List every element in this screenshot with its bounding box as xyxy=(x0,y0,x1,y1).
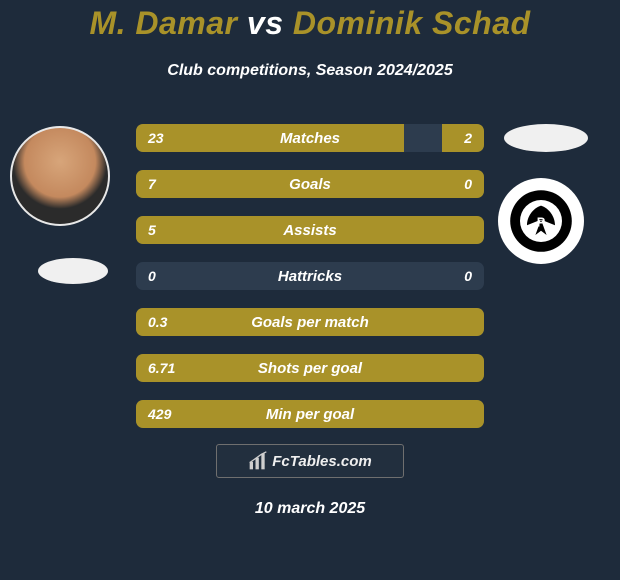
stat-bars: 232Matches70Goals5Assists00Hattricks0.3G… xyxy=(136,124,484,446)
stat-row: 0 0Hattricks xyxy=(136,262,484,290)
stat-bar-left-fill xyxy=(136,308,484,336)
stat-value-right: 0 xyxy=(464,262,472,290)
title-player2: Dominik Schad xyxy=(293,5,531,41)
watermark-text: FcTables.com xyxy=(272,453,371,470)
stat-value-left: 5 xyxy=(148,216,156,244)
stat-row: 6.71Shots per goal xyxy=(136,354,484,382)
title-player1: M. Damar xyxy=(89,5,237,41)
stat-bar-left-fill xyxy=(136,354,484,382)
stat-value-left: 0 xyxy=(148,262,156,290)
title-vs: vs xyxy=(247,5,284,41)
stat-value-right: 0 xyxy=(464,170,472,198)
stat-bar-left-fill xyxy=(136,124,404,152)
player2-flag xyxy=(504,124,588,152)
watermark: FcTables.com xyxy=(216,444,404,478)
stat-value-left: 7 xyxy=(148,170,156,198)
stat-value-left: 23 xyxy=(148,124,164,152)
stat-bar-left-fill xyxy=(136,170,484,198)
stat-row: 232Matches xyxy=(136,124,484,152)
stat-label: Hattricks xyxy=(136,262,484,290)
eagle-crest-icon: P xyxy=(506,186,576,256)
player2-club-logo: P xyxy=(498,178,584,264)
stat-value-left: 0.3 xyxy=(148,308,167,336)
stat-row: 70Goals xyxy=(136,170,484,198)
stat-value-left: 6.71 xyxy=(148,354,175,382)
stat-value-left: 429 xyxy=(148,400,171,428)
date: 10 march 2025 xyxy=(0,500,620,518)
subtitle: Club competitions, Season 2024/2025 xyxy=(0,62,620,80)
player1-avatar xyxy=(10,126,110,226)
stat-row: 429Min per goal xyxy=(136,400,484,428)
player1-flag xyxy=(38,258,108,284)
bars-icon xyxy=(248,451,268,471)
comparison-card: M. Damar vs Dominik Schad Club competiti… xyxy=(0,0,620,580)
page-title: M. Damar vs Dominik Schad xyxy=(0,5,620,42)
stat-row: 5Assists xyxy=(136,216,484,244)
svg-text:P: P xyxy=(537,216,545,230)
stat-bar-left-fill xyxy=(136,400,484,428)
stat-row: 0.3Goals per match xyxy=(136,308,484,336)
stat-bar-left-fill xyxy=(136,216,484,244)
stat-value-right: 2 xyxy=(464,124,472,152)
